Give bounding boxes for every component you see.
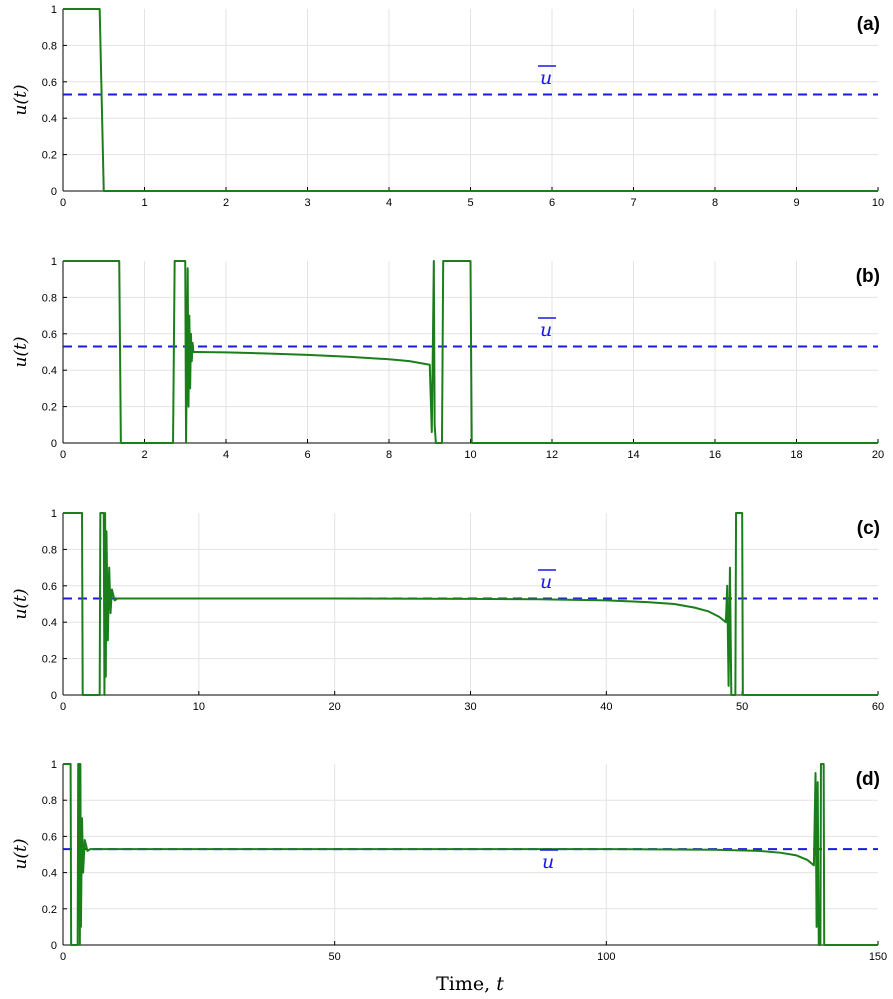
y-axis-label-c: u(t) [11, 588, 31, 619]
x-tick-label: 0 [60, 197, 66, 209]
axes-a: 0 1 2 3 4 5 6 7 8 9 10 0 0.2 0.4 0.6 0.8 1 [42, 4, 884, 209]
series-b [63, 260, 878, 444]
y-tick-label: 0.4 [42, 365, 57, 377]
panel-d: 0 50 100 150 0 0.2 0.4 0.6 0.8 1 (d) u u(t) [11, 759, 887, 963]
x-tick-label: 12 [546, 449, 558, 461]
x-tick-label: 7 [630, 197, 636, 209]
axes-c: 0 10 20 30 40 50 60 0 0.2 0.4 0.6 0.8 1 [42, 508, 884, 713]
x-tick-label: 0 [60, 701, 66, 713]
x-tick-label: 2 [141, 449, 147, 461]
x-tick-label: 50 [736, 701, 748, 713]
y-axis-label-b: u(t) [11, 336, 31, 367]
panel-a: 0 1 2 3 4 5 6 7 8 9 10 0 0.2 0.4 0.6 0.8 1 (a) u u(t) [11, 4, 884, 209]
axes-d: 0 50 100 150 0 0.2 0.4 0.6 0.8 1 [42, 759, 887, 963]
x-axis-label-d: Time, t [436, 973, 504, 995]
y-tick-label: 0.2 [42, 904, 57, 916]
x-tick-label: 20 [329, 701, 341, 713]
x-tick-label: 0 [60, 951, 66, 963]
series-line [63, 260, 878, 444]
series-line [63, 8, 878, 192]
svg-text:u: u [542, 851, 554, 873]
y-tick-label: 1 [51, 256, 57, 268]
grid-lines-a [63, 9, 878, 191]
y-tick-label: 0.6 [42, 77, 57, 89]
reference-label-d: u [540, 849, 558, 873]
x-tick-label: 4 [386, 197, 392, 209]
x-tick-label: 50 [329, 951, 341, 963]
series-c [63, 512, 878, 696]
svg-text:u: u [540, 67, 552, 89]
y-tick-label: 0 [51, 940, 57, 952]
svg-text:u: u [540, 319, 552, 341]
x-tick-label: 3 [304, 197, 310, 209]
x-tick-label: 2 [223, 197, 229, 209]
x-tick-label: 10 [872, 197, 884, 209]
panel-label-b: (b) [856, 266, 880, 287]
x-tick-label: 10 [464, 449, 476, 461]
x-tick-label: 1 [141, 197, 147, 209]
x-tick-label: 0 [60, 449, 66, 461]
y-tick-label: 1 [51, 4, 57, 16]
y-axis-label-a: u(t) [11, 84, 31, 115]
series-line [63, 512, 878, 696]
panel-c: 0 10 20 30 40 50 60 0 0.2 0.4 0.6 0.8 1 (c) u u(t) [11, 508, 884, 713]
y-tick-label: 0.8 [42, 795, 57, 807]
y-axis-label-d: u(t) [11, 838, 31, 869]
x-tick-label: 40 [600, 701, 612, 713]
series-d [63, 763, 878, 946]
x-tick-label: 8 [386, 449, 392, 461]
svg-text:u: u [540, 571, 552, 593]
panel-label-d: (d) [856, 769, 880, 790]
x-tick-label: 9 [793, 197, 799, 209]
y-tick-label: 0 [51, 186, 57, 198]
y-tick-label: 0.6 [42, 581, 57, 593]
x-tick-label: 8 [712, 197, 718, 209]
y-tick-label: 0 [51, 438, 57, 450]
y-tick-label: 1 [51, 759, 57, 771]
reference-label-c: u [538, 569, 556, 593]
x-tick-label: 18 [790, 449, 802, 461]
y-tick-label: 0.6 [42, 329, 57, 341]
x-tick-label: 30 [464, 701, 476, 713]
y-tick-label: 0.2 [42, 402, 57, 414]
series-line [63, 763, 878, 946]
x-tick-label: 150 [869, 951, 887, 963]
x-tick-label: 6 [304, 449, 310, 461]
x-tick-label: 14 [627, 449, 639, 461]
x-tick-label: 6 [549, 197, 555, 209]
x-tick-label: 10 [193, 701, 205, 713]
panel-label-a: (a) [857, 14, 880, 35]
axes-b: 0 2 4 6 8 10 12 14 16 18 20 0 0.2 0.4 0.6 0.8 1 [42, 256, 884, 461]
y-tick-label: 0.2 [42, 654, 57, 666]
grid-lines-c [63, 513, 878, 695]
reference-label-a: u [538, 65, 556, 89]
grid-lines-d [63, 764, 878, 945]
x-tick-label: 60 [872, 701, 884, 713]
x-tick-label: 16 [709, 449, 721, 461]
x-tick-label: 100 [597, 951, 615, 963]
series-a [63, 8, 878, 192]
y-tick-label: 0.4 [42, 617, 57, 629]
reference-label-b: u [538, 317, 556, 341]
y-tick-label: 0.4 [42, 868, 57, 880]
x-tick-label: 20 [872, 449, 884, 461]
panel-b: 0 2 4 6 8 10 12 14 16 18 20 0 0.2 0.4 0.6 0.8 1 (b) u u(… [11, 256, 884, 461]
y-tick-label: 0.2 [42, 150, 57, 162]
x-tick-label: 4 [223, 449, 229, 461]
y-tick-label: 0.8 [42, 292, 57, 304]
y-tick-label: 0.8 [42, 544, 57, 556]
y-tick-label: 0.8 [42, 40, 57, 52]
y-tick-label: 0.6 [42, 831, 57, 843]
x-tick-label: 5 [467, 197, 473, 209]
y-tick-label: 0.4 [42, 113, 57, 125]
y-tick-label: 1 [51, 508, 57, 520]
panel-label-c: (c) [857, 518, 880, 539]
y-tick-label: 0 [51, 690, 57, 702]
